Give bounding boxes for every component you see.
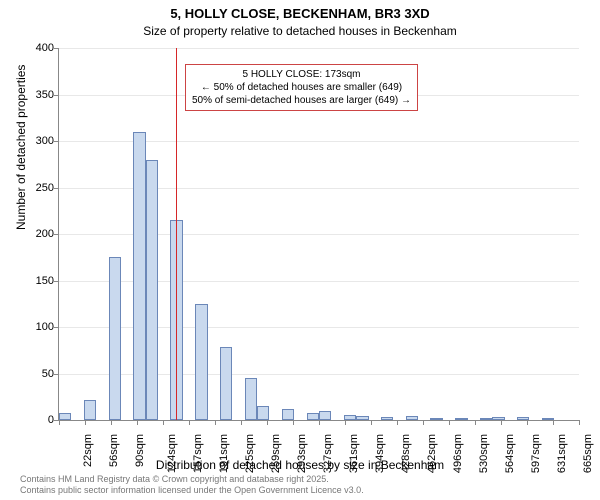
footer-line2: Contains public sector information licen… [20,485,364,496]
chart-title-main: 5, HOLLY CLOSE, BECKENHAM, BR3 3XD [0,6,600,21]
xtick-mark [189,420,190,425]
histogram-bar [455,418,467,420]
ytick-label: 50 [24,368,54,380]
xtick-mark [163,420,164,425]
ytick-mark [54,141,59,142]
xtick-mark [111,420,112,425]
xtick-mark [241,420,242,425]
histogram-bar [257,406,269,420]
xtick-label: 631sqm [556,434,568,473]
ytick-mark [54,234,59,235]
histogram-bar [319,411,331,420]
ytick-mark [54,188,59,189]
ytick-mark [54,327,59,328]
ytick-label: 350 [24,89,54,101]
annotation-line3: 50% of semi-detached houses are larger (… [192,94,411,107]
histogram-bar [133,132,145,420]
xtick-mark [267,420,268,425]
ytick-label: 250 [24,182,54,194]
chart-title-sub: Size of property relative to detached ho… [0,24,600,38]
xtick-mark [553,420,554,425]
histogram-bar [381,417,393,420]
xtick-mark [319,420,320,425]
xtick-mark [527,420,528,425]
ytick-label: 400 [24,42,54,54]
ytick-label: 100 [24,321,54,333]
histogram-bar [59,413,71,420]
chart-container: 5, HOLLY CLOSE, BECKENHAM, BR3 3XD Size … [0,0,600,500]
ytick-mark [54,374,59,375]
annotation-line1: 5 HOLLY CLOSE: 173sqm [192,68,411,81]
xtick-label: 394sqm [374,434,386,473]
ytick-label: 200 [24,228,54,240]
xtick-label: 462sqm [426,434,438,473]
xtick-mark [501,420,502,425]
histogram-bar [480,418,492,420]
xtick-mark [579,420,580,425]
histogram-bar [146,160,158,420]
xtick-label: 428sqm [400,434,412,473]
xtick-label: 293sqm [296,434,308,473]
histogram-bar [307,413,319,420]
xtick-mark [423,420,424,425]
xtick-mark [293,420,294,425]
xtick-label: 56sqm [108,434,120,467]
xtick-mark [85,420,86,425]
ytick-label: 0 [24,414,54,426]
xtick-label: 22sqm [82,434,94,467]
xtick-mark [449,420,450,425]
xtick-mark [137,420,138,425]
xtick-label: 157sqm [192,434,204,473]
histogram-bar [430,418,442,420]
ytick-mark [54,48,59,49]
ytick-mark [54,95,59,96]
xtick-mark [215,420,216,425]
annotation-line2: ← 50% of detached houses are smaller (64… [192,81,411,94]
gridline [59,48,579,49]
histogram-bar [406,416,418,420]
xtick-label: 124sqm [166,434,178,473]
histogram-bar [195,304,207,420]
histogram-bar [84,400,96,420]
xtick-label: 530sqm [478,434,490,473]
histogram-bar [109,257,121,420]
histogram-bar [356,416,368,420]
footer-line1: Contains HM Land Registry data © Crown c… [20,474,364,485]
ytick-label: 150 [24,275,54,287]
histogram-bar [282,409,294,420]
xtick-label: 665sqm [582,434,594,473]
xtick-label: 564sqm [504,434,516,473]
histogram-bar [492,417,504,420]
xtick-mark [59,420,60,425]
annotation-box: 5 HOLLY CLOSE: 173sqm← 50% of detached h… [185,64,418,111]
xtick-label: 496sqm [452,434,464,473]
histogram-bar [245,378,257,420]
xtick-mark [475,420,476,425]
plot-area: 5 HOLLY CLOSE: 173sqm← 50% of detached h… [58,48,579,421]
ytick-mark [54,281,59,282]
xtick-label: 259sqm [270,434,282,473]
reference-line [176,48,177,420]
xtick-label: 361sqm [348,434,360,473]
xtick-mark [371,420,372,425]
xtick-label: 191sqm [218,434,230,473]
xtick-label: 225sqm [244,434,256,473]
xtick-mark [397,420,398,425]
footer-attribution: Contains HM Land Registry data © Crown c… [20,474,364,496]
xtick-label: 327sqm [322,434,334,473]
xtick-label: 90sqm [134,434,146,467]
xtick-label: 597sqm [530,434,542,473]
histogram-bar [220,347,232,420]
ytick-label: 300 [24,135,54,147]
xtick-mark [345,420,346,425]
